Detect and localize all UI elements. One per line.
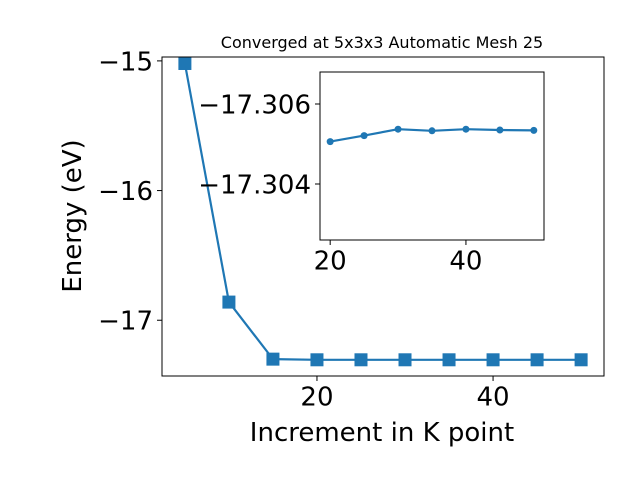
main-data-point (486, 353, 500, 367)
main-data-point (398, 353, 412, 367)
inset-x-ticks: 20 40 (314, 240, 482, 277)
inset-data-point (496, 126, 504, 134)
main-data-point (222, 295, 236, 309)
inset-y-tick-label: −17.304 (198, 170, 311, 200)
inset-data-point (428, 127, 436, 135)
x-axis-label: Increment in K point (250, 418, 514, 448)
main-series-line (183, 63, 582, 361)
main-data-point (574, 353, 588, 367)
main-data-point (442, 353, 456, 367)
inset-data-point (394, 125, 402, 133)
y-axis-label: Energy (eV) (58, 139, 88, 292)
inset-plot-background (320, 72, 544, 240)
chart-title: Converged at 5x3x3 Automatic Mesh 25 (221, 33, 543, 52)
main-data-point (178, 56, 192, 70)
inset-x-tick-label: 40 (449, 247, 482, 277)
main-data-point (266, 352, 280, 366)
inset-plot-frame (319, 71, 545, 241)
main-data-point (354, 353, 368, 367)
inset-series (326, 125, 538, 146)
main-plot-frame (161, 56, 605, 377)
main-series (178, 56, 588, 367)
main-axes: Converged at 5x3x3 Automatic Mesh 25 20 4… (58, 33, 605, 448)
main-y-tick-label: −17 (98, 307, 153, 337)
inset-data-point (326, 138, 334, 146)
inset-axes: 20 40 −17.306−17.304 (198, 71, 545, 277)
main-y-ticks: −15 −16 −17 (98, 47, 162, 337)
main-x-ticks: 20 40 (300, 376, 510, 413)
main-data-point (530, 353, 544, 367)
main-data-point (310, 353, 324, 367)
inset-y-tick-label: −17.306 (198, 90, 311, 120)
inset-data-point (462, 125, 470, 133)
main-x-tick-label: 20 (300, 383, 333, 413)
main-x-tick-label: 40 (477, 383, 510, 413)
inset-data-point (360, 132, 368, 140)
inset-x-tick-label: 20 (314, 247, 347, 277)
inset-y-ticks: −17.306 −17.304 (198, 90, 320, 200)
main-y-tick-label: −15 (98, 47, 153, 77)
main-y-tick-label: −16 (98, 177, 153, 207)
inset-data-point (530, 126, 538, 134)
